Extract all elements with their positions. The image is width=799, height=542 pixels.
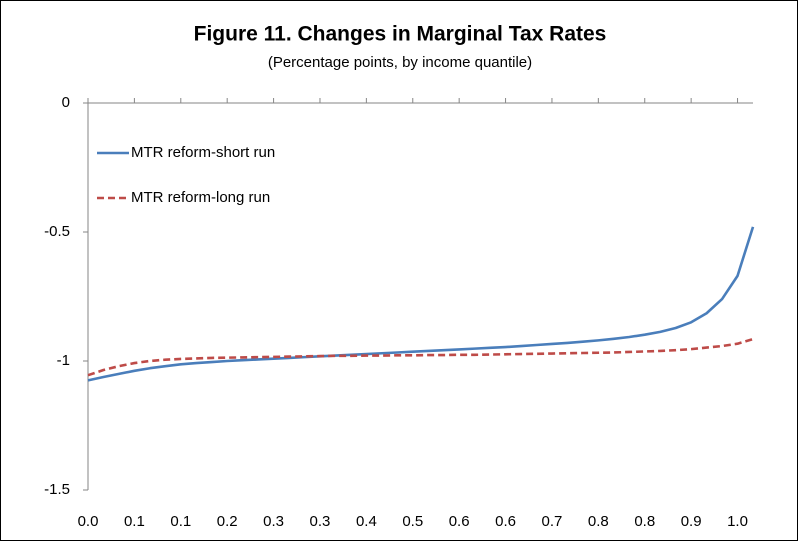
x-tick-label: 0.0 [78, 513, 99, 530]
x-tick-label: 0.2 [217, 513, 238, 530]
x-tick-label: 0.8 [588, 513, 609, 530]
x-tick-label: 0.3 [263, 513, 284, 530]
series-line [87, 226, 755, 382]
x-tick-label: 0.5 [402, 513, 423, 530]
x-tick-label: 0.4 [356, 513, 377, 530]
chart-subtitle: (Percentage points, by income quantile) [268, 54, 532, 71]
x-tick-label: 0.8 [634, 513, 655, 530]
x-tick-label: 0.6 [449, 513, 470, 530]
x-tick-label: 0.9 [681, 513, 702, 530]
x-tick-label: 0.6 [495, 513, 516, 530]
legend-label: MTR reform-long run [131, 189, 270, 206]
x-tick-label: 0.7 [542, 513, 563, 530]
y-tick-label: -0.5 [44, 223, 70, 240]
y-tick-label: -1 [57, 352, 70, 369]
x-tick-label: 0.1 [124, 513, 145, 530]
series-line [87, 337, 754, 377]
x-tick-label: 0.3 [310, 513, 331, 530]
y-tick-label: -1.5 [44, 481, 70, 498]
y-tick-label: 0 [62, 94, 70, 111]
x-tick-label: 0.1 [170, 513, 191, 530]
legend-label: MTR reform-short run [131, 144, 275, 161]
x-tick-label: 1.0 [727, 513, 748, 530]
chart-title: Figure 11. Changes in Marginal Tax Rates [194, 23, 607, 46]
